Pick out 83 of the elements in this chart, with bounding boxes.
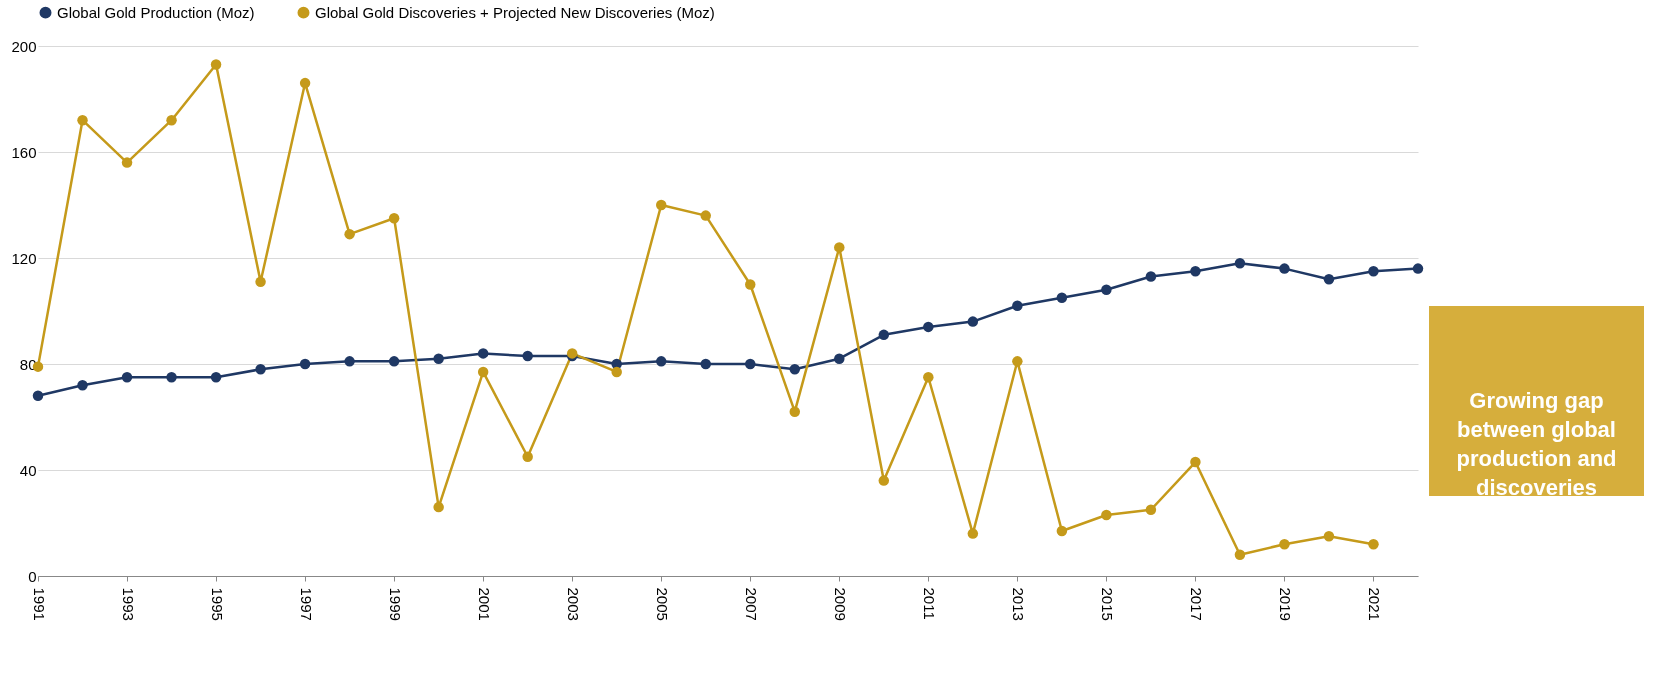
x-tick-label: 2021 bbox=[1365, 587, 1383, 621]
point bbox=[1234, 258, 1246, 269]
point bbox=[611, 366, 622, 378]
point bbox=[789, 364, 801, 375]
x-tick-label: 2019 bbox=[1276, 587, 1294, 621]
x-tick-label: 1993 bbox=[119, 587, 137, 621]
point bbox=[923, 372, 934, 383]
point bbox=[1056, 525, 1068, 537]
point bbox=[477, 348, 489, 359]
point bbox=[32, 390, 44, 402]
point bbox=[166, 114, 177, 126]
point bbox=[1145, 504, 1157, 515]
point bbox=[655, 356, 667, 367]
legend-label: Global Gold Discoveries + Projected New Discoveries (Moz) bbox=[315, 3, 715, 21]
point bbox=[1323, 273, 1335, 285]
point bbox=[522, 451, 533, 462]
point bbox=[1323, 531, 1335, 542]
point bbox=[166, 372, 177, 383]
x-tick-label: 1991 bbox=[30, 587, 48, 621]
y-tick-label: 40 bbox=[19, 461, 37, 479]
point bbox=[299, 358, 311, 370]
point bbox=[1368, 538, 1379, 550]
point bbox=[923, 321, 934, 333]
x-tick-label: 2017 bbox=[1187, 587, 1205, 621]
x-tick-label: 2011 bbox=[920, 587, 938, 620]
point bbox=[255, 364, 266, 375]
point bbox=[121, 157, 133, 168]
point bbox=[878, 475, 890, 486]
point bbox=[1145, 271, 1157, 282]
point bbox=[388, 213, 400, 224]
x-tick-label: 2013 bbox=[1009, 587, 1027, 621]
x-tick-label: 2005 bbox=[653, 587, 671, 621]
point bbox=[745, 358, 756, 370]
text: Growing gap between global production and discoveries bbox=[1456, 388, 1617, 500]
y-tick-label: 160 bbox=[11, 143, 37, 161]
point bbox=[77, 379, 88, 391]
point bbox=[967, 528, 979, 539]
point bbox=[1190, 266, 1201, 277]
x-tick-label: 2003 bbox=[564, 587, 582, 621]
point bbox=[477, 366, 489, 378]
x-tick-label: 1999 bbox=[386, 587, 404, 621]
point bbox=[1368, 266, 1379, 277]
point bbox=[255, 276, 266, 288]
point bbox=[655, 199, 667, 211]
point bbox=[210, 372, 222, 383]
point bbox=[388, 356, 400, 367]
point bbox=[77, 114, 88, 126]
point bbox=[1279, 538, 1290, 550]
x-tick-label: 1995 bbox=[208, 587, 226, 621]
point bbox=[1412, 263, 1424, 274]
point bbox=[1101, 509, 1112, 521]
point bbox=[522, 350, 533, 362]
point bbox=[878, 329, 890, 341]
point bbox=[1234, 549, 1246, 561]
point bbox=[1012, 356, 1023, 367]
y-tick-label: 120 bbox=[11, 249, 37, 267]
point bbox=[834, 353, 845, 364]
point bbox=[1190, 456, 1201, 468]
y-tick-label: 200 bbox=[11, 37, 37, 55]
point bbox=[789, 406, 801, 417]
point bbox=[1056, 292, 1068, 303]
point bbox=[299, 77, 311, 89]
legend-label: Global Gold Production (Moz) bbox=[57, 3, 255, 21]
point bbox=[700, 210, 711, 221]
point bbox=[967, 316, 979, 327]
point bbox=[121, 372, 133, 383]
x-tick-label: 2015 bbox=[1098, 587, 1116, 621]
point bbox=[700, 358, 711, 370]
point bbox=[745, 279, 756, 290]
point bbox=[433, 501, 444, 513]
point bbox=[1279, 263, 1290, 274]
point bbox=[210, 59, 222, 70]
point bbox=[834, 242, 845, 253]
point bbox=[344, 228, 355, 240]
point bbox=[344, 356, 355, 367]
x-tick-label: 1997 bbox=[297, 587, 315, 621]
x-tick-label: 2007 bbox=[742, 587, 760, 621]
point bbox=[1101, 284, 1112, 296]
point bbox=[1012, 300, 1023, 311]
point bbox=[433, 353, 444, 364]
x-tick-label: 2009 bbox=[831, 587, 849, 621]
x-tick-label: 2001 bbox=[475, 587, 493, 621]
y-tick-label: 0 bbox=[28, 567, 37, 585]
